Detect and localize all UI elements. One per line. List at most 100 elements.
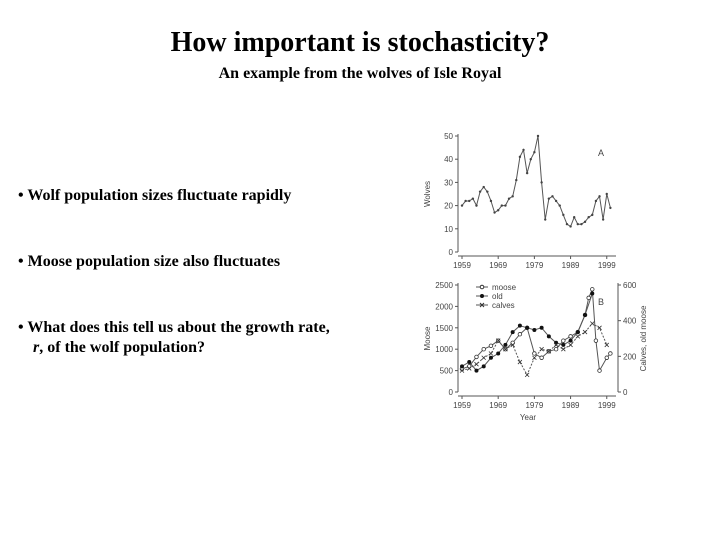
data-point (482, 185, 485, 189)
data-point-moose (553, 347, 559, 352)
data-point-calves (481, 355, 486, 361)
data-point-old (503, 342, 508, 347)
x-axis-label: Year (520, 413, 537, 422)
data-point-calves (561, 346, 566, 352)
data-point (594, 199, 598, 203)
y-tick-label: 40 (444, 155, 453, 164)
data-point-old (481, 364, 486, 369)
x-tick-label: 1959 (453, 401, 471, 410)
data-point-moose (608, 351, 613, 356)
data-point-calves (568, 342, 573, 348)
data-point (609, 206, 612, 210)
data-point-calves (582, 329, 588, 335)
bullet-marker: • (18, 319, 24, 336)
x-tick-label: 1989 (562, 261, 580, 270)
data-point-calves (532, 355, 537, 361)
data-point-moose (539, 355, 544, 360)
data-point-moose (604, 355, 609, 360)
data-point (540, 181, 543, 184)
data-point-old (474, 368, 479, 373)
bullet-text: Wolf population sizes fluctuate rapidly (27, 187, 292, 204)
data-point (475, 204, 478, 207)
data-point-moose (488, 343, 494, 348)
data-point-calves (503, 346, 508, 352)
data-point-moose (481, 347, 486, 352)
bullet-text-line2: r, of the wolf population? (18, 339, 205, 356)
legend-label-moose: moose (492, 283, 517, 292)
slide-subtitle: An example from the wolves of Isle Royal (218, 65, 502, 82)
data-point-moose (517, 332, 523, 337)
y-tick-label: 0 (449, 388, 454, 397)
data-point (547, 197, 551, 200)
data-point (558, 204, 561, 207)
data-point (583, 220, 587, 224)
growth-rate-symbol: r (33, 339, 40, 356)
data-point (460, 204, 464, 207)
y2-tick-label: 0 (623, 388, 628, 397)
data-point (605, 192, 608, 196)
x-tick-label: 1999 (598, 261, 616, 270)
data-point (576, 222, 580, 226)
y-tick-label: 1500 (435, 324, 453, 333)
y2-tick-label: 600 (623, 281, 637, 290)
slide-title: How important is stochasticity? (170, 27, 550, 58)
data-point-moose (568, 334, 573, 339)
data-point (529, 158, 532, 161)
x-tick-label: 1969 (489, 401, 507, 410)
data-point (598, 195, 601, 198)
data-point (587, 216, 590, 219)
y-tick-label: 50 (444, 132, 453, 141)
x-tick-label: 1989 (562, 401, 580, 410)
panel-label: A (598, 148, 604, 158)
data-point (515, 178, 518, 182)
y-tick-label: 10 (444, 225, 453, 234)
data-point (489, 199, 493, 203)
data-point-old (546, 334, 551, 339)
bullet-marker: • (18, 187, 24, 204)
y-axis-label: Wolves (423, 181, 432, 207)
data-point (471, 197, 475, 200)
data-point-moose (474, 354, 479, 360)
y-tick-label: 20 (444, 202, 453, 211)
data-point (536, 134, 540, 138)
data-point-moose (590, 287, 595, 292)
data-point-old (467, 360, 472, 365)
data-point (496, 209, 500, 212)
legend-marker-moose (479, 284, 485, 290)
data-point (525, 171, 529, 175)
series-line-wolves (461, 135, 611, 228)
legend-marker-old (480, 294, 484, 298)
y-tick-label: 500 (440, 367, 454, 376)
data-point (533, 151, 536, 154)
data-point-old (554, 340, 559, 345)
data-point-old (525, 325, 530, 330)
data-point-old (532, 327, 537, 332)
x-tick-label: 1979 (525, 401, 543, 410)
data-point-calves (604, 342, 610, 348)
data-point-calves (459, 368, 465, 373)
y-tick-label: 1000 (435, 345, 453, 354)
data-point (565, 222, 569, 226)
y2-tick-label: 200 (623, 352, 637, 361)
y-tick-label: 0 (449, 248, 454, 257)
data-point-old (561, 342, 566, 347)
legend-label-calves: calves (492, 301, 515, 310)
bullet-text: What does this tell us about the growth … (27, 319, 330, 336)
data-point-moose (593, 338, 599, 343)
data-point (511, 195, 514, 198)
data-point (544, 218, 547, 221)
data-point-moose (532, 351, 537, 356)
data-point-moose (561, 338, 566, 343)
data-point-calves (590, 321, 595, 326)
data-point-calves (539, 346, 544, 352)
data-point (522, 148, 525, 152)
data-point-calves (495, 338, 501, 343)
data-point-old (575, 330, 580, 335)
x-tick-label: 1979 (525, 261, 543, 270)
data-point-old (460, 364, 464, 369)
data-point-old (539, 325, 544, 330)
data-point-calves (466, 366, 472, 371)
x-tick-label: 1969 (489, 261, 507, 270)
data-point (580, 222, 583, 226)
